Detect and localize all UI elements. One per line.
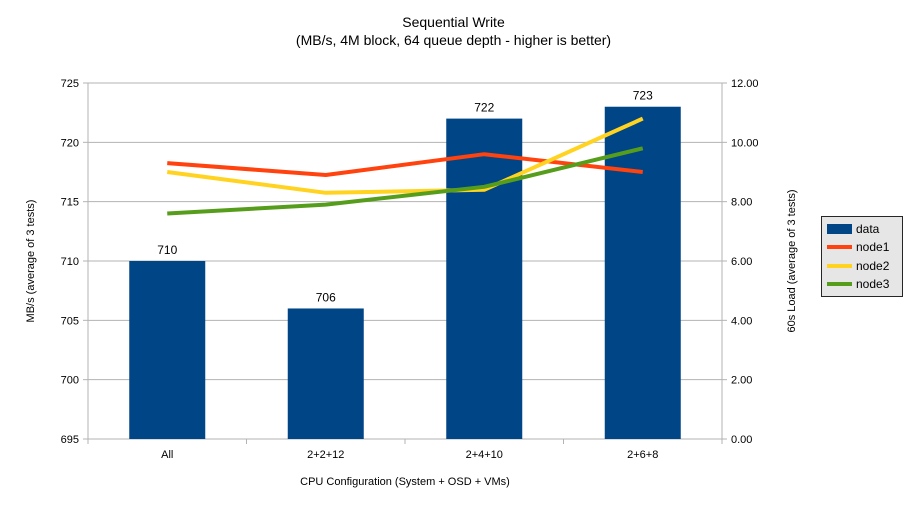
- right-axis-tick-label: 12.00: [731, 78, 759, 90]
- category-label: 2+4+10: [466, 449, 503, 461]
- right-axis-tick-label: 4.00: [731, 315, 752, 327]
- legend-label: node3: [856, 276, 890, 291]
- right-axis-tick-label: 10.00: [731, 137, 759, 149]
- left-axis-tick-label: 700: [61, 375, 79, 387]
- bar-value-label: 723: [633, 89, 653, 103]
- line-series-node3: [167, 146, 644, 216]
- legend-bar-swatch: [827, 224, 852, 235]
- left-axis-tick-label: 705: [61, 315, 79, 327]
- right-axis-tick-label: 8.00: [731, 197, 752, 209]
- left-axis-tick-label: 695: [61, 434, 79, 446]
- bar-value-label: 710: [157, 243, 177, 257]
- category-label: 2+2+12: [307, 449, 344, 461]
- legend-line-swatch: [827, 245, 852, 250]
- line-series-node1: [167, 152, 643, 177]
- legend-label: node1: [856, 240, 890, 255]
- legend-label: data: [856, 222, 880, 237]
- bar: [129, 261, 206, 439]
- right-axis-tick-label: 0.00: [731, 434, 752, 446]
- category-label: 2+6+8: [627, 449, 658, 461]
- legend-label: node2: [856, 258, 890, 273]
- legend-item-node3: node3: [827, 278, 900, 290]
- right-axis-tick-label: 6.00: [731, 256, 752, 268]
- bar: [287, 308, 364, 439]
- chart-title: Sequential Write: [402, 14, 505, 30]
- right-axis-tick-label: 2.00: [731, 375, 752, 387]
- bar-value-label: 722: [474, 101, 494, 115]
- legend: data node1 node2 node3: [821, 216, 903, 297]
- bar: [604, 106, 681, 439]
- legend-item-data: data: [827, 223, 900, 235]
- left-axis-tick-label: 715: [61, 197, 79, 209]
- left-axis-tick-label: 725: [61, 78, 79, 90]
- legend-line-swatch: [827, 263, 852, 268]
- category-label: All: [161, 449, 173, 461]
- left-axis-tick-label: 720: [61, 137, 79, 149]
- legend-line-swatch: [827, 281, 852, 286]
- left-axis-tick-label: 710: [61, 256, 79, 268]
- line-series-node2: [166, 116, 644, 195]
- chart-subtitle: (MB/s, 4M block, 64 queue depth - higher…: [295, 32, 612, 48]
- legend-item-node1: node1: [827, 241, 900, 253]
- bar: [446, 118, 523, 439]
- legend-item-node2: node2: [827, 260, 900, 272]
- bar-value-label: 706: [316, 290, 336, 304]
- x-axis-title: CPU Configuration (System + OSD + VMs): [300, 476, 510, 488]
